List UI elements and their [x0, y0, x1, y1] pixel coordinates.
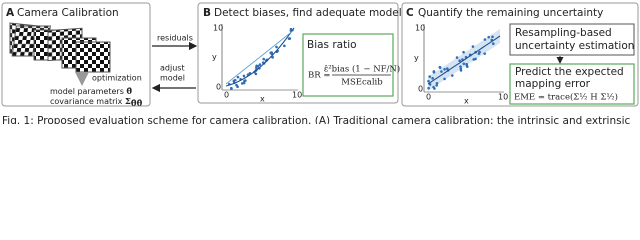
formula: MSEcalib — [341, 78, 383, 88]
point — [478, 50, 481, 54]
point — [270, 52, 273, 56]
point — [287, 37, 291, 40]
x-tick-label: 10 — [292, 91, 302, 100]
panel-label: C — [406, 7, 414, 19]
point — [491, 35, 494, 39]
x-label: x — [464, 97, 469, 106]
y-tick-label: 10 — [213, 24, 223, 33]
formula-box — [509, 63, 635, 105]
point — [462, 62, 466, 66]
point — [233, 78, 237, 82]
point — [455, 56, 459, 59]
formula: EME = trace(Σ½ H Σ½) — [514, 92, 618, 103]
panel-title: Detect biases, find adequate model — [214, 7, 402, 19]
panel-label: B — [203, 7, 211, 19]
point — [428, 75, 432, 78]
x-tick-label: 0 — [426, 93, 431, 102]
point — [438, 65, 442, 69]
y-label: y — [212, 53, 217, 62]
point — [236, 75, 240, 79]
point — [258, 63, 262, 66]
arrow-label: adjust — [160, 64, 185, 73]
box-text: uncertainty estimation — [515, 40, 634, 52]
point — [242, 81, 246, 85]
point — [440, 70, 443, 73]
point — [432, 85, 435, 89]
point — [458, 59, 461, 62]
y-tick-label: 10 — [415, 24, 425, 33]
point — [459, 69, 463, 72]
point — [451, 74, 454, 77]
point — [445, 67, 449, 70]
box-text: Resampling-based — [515, 27, 612, 39]
point — [443, 67, 446, 71]
box-text: mapping error — [515, 78, 591, 90]
point — [283, 44, 286, 48]
output-label: model parameters θ̂ — [50, 86, 132, 97]
point — [483, 52, 486, 55]
point — [487, 35, 491, 39]
point — [472, 58, 476, 61]
point — [435, 84, 438, 87]
point — [230, 87, 233, 90]
step-label: optimization — [92, 74, 142, 83]
point — [471, 45, 475, 48]
point — [235, 83, 238, 87]
point — [459, 65, 462, 68]
point — [428, 83, 432, 86]
x-tick-label: 10 — [498, 93, 508, 102]
fit-line — [225, 27, 295, 87]
point — [483, 38, 487, 41]
fit-line — [427, 35, 501, 85]
checkerboards — [9, 22, 111, 73]
point — [254, 72, 258, 76]
y-tick-label: 0 — [216, 83, 221, 92]
point — [262, 57, 266, 61]
arrow-label: model — [160, 74, 185, 83]
formula: BR = — [308, 71, 330, 81]
point — [243, 79, 246, 83]
y-label: y — [414, 54, 419, 63]
formula-box — [302, 33, 394, 97]
caption: Fig. 1: Proposed evaluation scheme for c… — [2, 115, 630, 124]
point — [432, 70, 436, 74]
output-label: covariance matrix Σθ̂θ̂ — [50, 97, 143, 109]
point — [427, 79, 430, 83]
point — [462, 50, 465, 54]
point — [491, 42, 495, 45]
linear-fit — [225, 29, 295, 85]
point — [271, 56, 274, 59]
panel-title: Quantify the remaining uncertainty — [418, 7, 603, 19]
figure: A Camera Calibration optimization model … — [1, 2, 639, 124]
formula: ε̂²bias (1 − NF/N) — [324, 64, 400, 75]
panel-label: A — [6, 7, 15, 19]
box-title: Bias ratio — [307, 39, 357, 51]
point — [465, 65, 469, 68]
scatter-plot: 0 10 0 10 x y — [414, 24, 508, 106]
y-tick-label: 0 — [418, 85, 423, 94]
arrow-label: residuals — [157, 34, 193, 43]
text-box — [509, 23, 635, 56]
panel-title: Camera Calibration — [17, 7, 119, 19]
point — [435, 81, 439, 85]
point — [242, 74, 246, 78]
x-label: x — [260, 95, 265, 104]
box-text: Predict the expected — [515, 66, 624, 78]
point — [431, 77, 434, 80]
point — [255, 64, 258, 68]
point — [443, 77, 446, 81]
point — [427, 86, 430, 90]
scatter-plot: 0 10 0 10 x y — [212, 24, 302, 104]
x-tick-label: 0 — [224, 91, 229, 100]
point — [275, 45, 278, 49]
